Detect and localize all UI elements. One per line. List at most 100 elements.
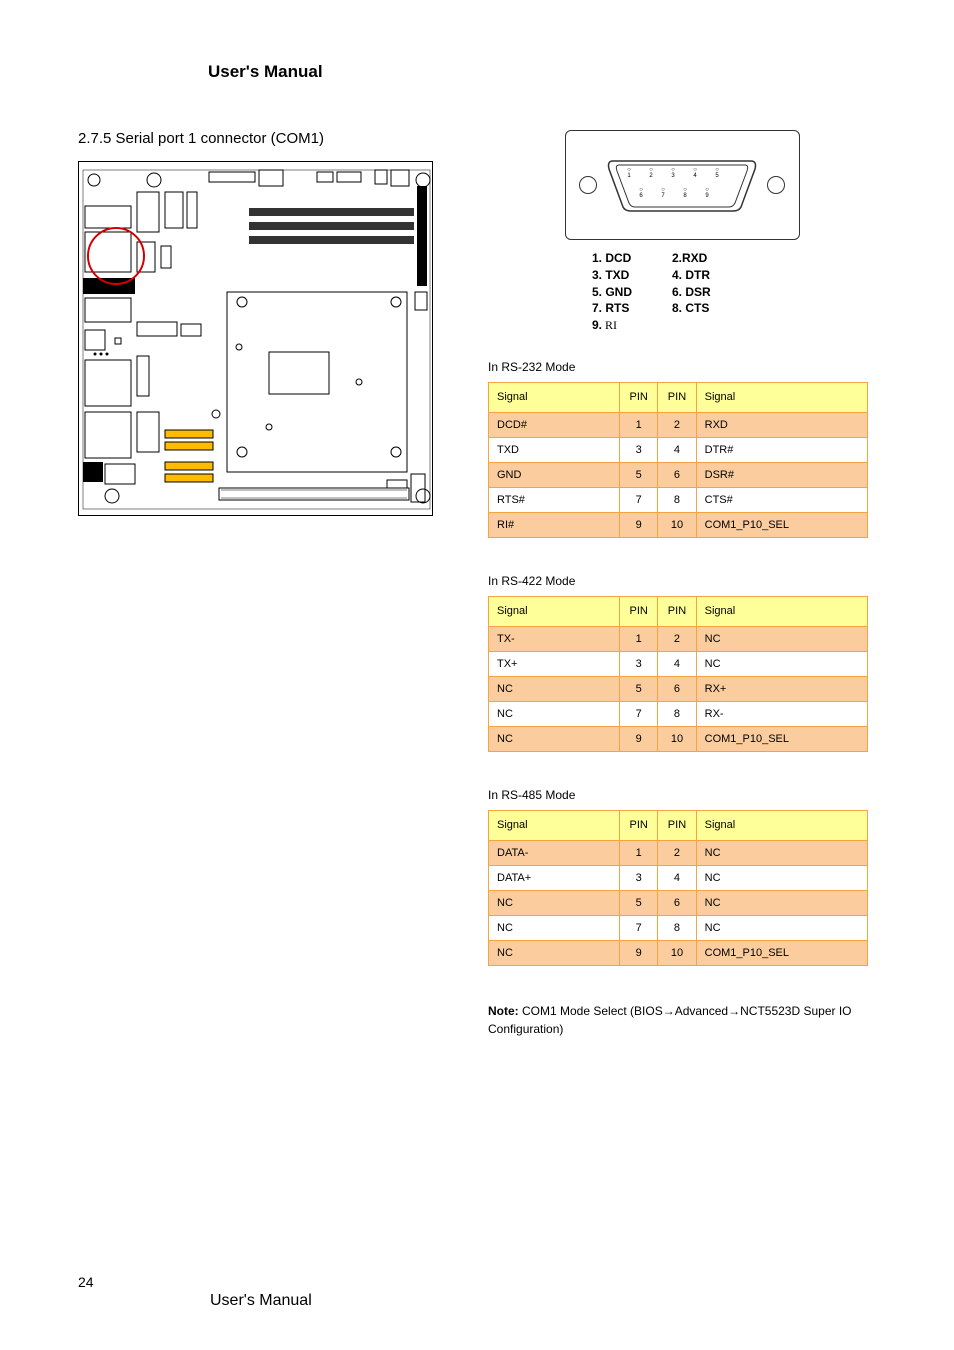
table-cell: NC [489,890,620,915]
table-cell: CTS# [696,487,867,512]
table-cell: NC [696,915,867,940]
table-header-cell: PIN [620,810,658,840]
table-cell: 5 [620,462,658,487]
note-text: Note: COM1 Mode Select (BIOS→Advanced→NC… [488,1002,876,1038]
table-cell: 10 [658,940,696,965]
table-header-cell: PIN [658,810,696,840]
screw-hole-icon [767,176,785,194]
table-cell: NC [696,626,867,651]
table-header-cell: PIN [620,596,658,626]
table-row: NC56RX+ [489,676,868,701]
pin-row-bottom: ○6 ○7 ○8 ○9 [637,187,711,199]
table-header-cell: Signal [489,596,620,626]
table-cell: RTS# [489,487,620,512]
table-row: DCD#12RXD [489,412,868,437]
table-cell: 6 [658,462,696,487]
table-row: TX+34NC [489,651,868,676]
table-cell: 9 [620,512,658,537]
table-cell: 8 [658,487,696,512]
table-cell: 5 [620,676,658,701]
table-header-cell: Signal [696,382,867,412]
table-row: DATA+34NC [489,865,868,890]
table-cell: 6 [658,676,696,701]
table-cell: DSR# [696,462,867,487]
table-cell: NC [489,726,620,751]
table-cell: DCD# [489,412,620,437]
table-row: RI#910COM1_P10_SEL [489,512,868,537]
table-header-cell: Signal [696,596,867,626]
table-cell: 8 [658,915,696,940]
table-cell: 1 [620,840,658,865]
table-row: NC910COM1_P10_SEL [489,726,868,751]
table-cell: RI# [489,512,620,537]
pin-row-top: ○1 ○2 ○3 ○4 ○5 [625,167,721,179]
table-cell: 2 [658,412,696,437]
table-cell: 6 [658,890,696,915]
table-cell: NC [489,676,620,701]
pin-definition-list: 1. DCD2.RXD 3. TXD4. DTR 5. GND6. DSR 7.… [592,250,772,334]
signal-table: SignalPINPINSignalDCD#12RXDTXD34DTR#GND5… [488,382,868,538]
table-cell: DATA- [489,840,620,865]
note-label: Note: [488,1004,522,1018]
table-cell: 10 [658,512,696,537]
table-row: TX-12NC [489,626,868,651]
table-cell: DTR# [696,437,867,462]
table-row: GND56DSR# [489,462,868,487]
table-cell: COM1_P10_SEL [696,512,867,537]
table-cell: NC [696,651,867,676]
db9-connector-diagram: ○1 ○2 ○3 ○4 ○5 ○6 ○7 ○8 ○9 [565,130,800,240]
table-cell: NC [696,840,867,865]
table-cell: 1 [620,412,658,437]
table-cell: 4 [658,651,696,676]
table-cell: 8 [658,701,696,726]
table-cell: 3 [620,437,658,462]
table-title: In RS-485 Mode [488,788,876,802]
table-title: In RS-422 Mode [488,574,876,588]
table-row: NC78RX- [489,701,868,726]
table-header-cell: PIN [620,382,658,412]
section-title: 2.7.5 Serial port 1 connector (COM1) [78,130,458,147]
table-cell: GND [489,462,620,487]
table-cell: 9 [620,726,658,751]
table-header-cell: Signal [489,382,620,412]
table-row: RTS#78CTS# [489,487,868,512]
table-cell: 4 [658,437,696,462]
table-cell: NC [489,940,620,965]
table-cell: NC [696,890,867,915]
table-cell: 4 [658,865,696,890]
signal-table: SignalPINPINSignalDATA-12NCDATA+34NCNC56… [488,810,868,966]
table-row: DATA-12NC [489,840,868,865]
table-cell: 2 [658,626,696,651]
table-cell: RXD [696,412,867,437]
table-cell: 3 [620,651,658,676]
table-cell: 7 [620,915,658,940]
signal-table: SignalPINPINSignalTX-12NCTX+34NCNC56RX+N… [488,596,868,752]
table-cell: 5 [620,890,658,915]
table-cell: DATA+ [489,865,620,890]
table-header-cell: Signal [489,810,620,840]
table-cell: NC [489,915,620,940]
page-number: 24 [78,1274,94,1290]
table-cell: RX- [696,701,867,726]
table-header-cell: PIN [658,596,696,626]
table-cell: RX+ [696,676,867,701]
table-cell: 2 [658,840,696,865]
table-header-cell: PIN [658,382,696,412]
screw-hole-icon [579,176,597,194]
table-row: NC910COM1_P10_SEL [489,940,868,965]
table-cell: TX- [489,626,620,651]
table-cell: 3 [620,865,658,890]
table-title: In RS-232 Mode [488,360,876,374]
table-header-cell: Signal [696,810,867,840]
footer-text: User's Manual [210,1292,312,1310]
page-header: User's Manual [208,62,876,82]
table-row: TXD34DTR# [489,437,868,462]
table-cell: 1 [620,626,658,651]
highlight-circle [87,227,145,285]
table-cell: COM1_P10_SEL [696,726,867,751]
table-row: NC56NC [489,890,868,915]
table-cell: TX+ [489,651,620,676]
motherboard-diagram [78,161,433,516]
table-cell: NC [489,701,620,726]
table-cell: 7 [620,701,658,726]
